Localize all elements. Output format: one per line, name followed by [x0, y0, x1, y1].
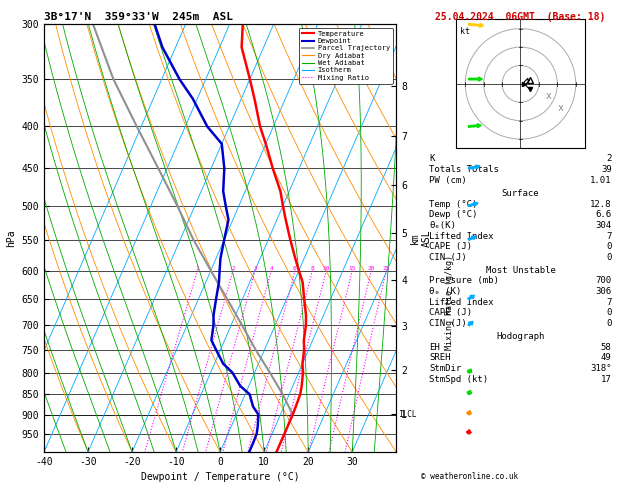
Text: CIN (J): CIN (J)	[430, 253, 467, 261]
Text: 700: 700	[596, 276, 611, 285]
Text: 306: 306	[596, 287, 611, 296]
Text: CAPE (J): CAPE (J)	[430, 308, 472, 317]
Text: 1LCL: 1LCL	[399, 410, 417, 419]
Text: EH: EH	[430, 343, 440, 351]
Text: 304: 304	[596, 221, 611, 230]
Text: Pressure (mb): Pressure (mb)	[430, 276, 499, 285]
Text: K: K	[430, 154, 435, 163]
Text: Lifted Index: Lifted Index	[430, 297, 494, 307]
Text: 25.04.2024  06GMT  (Base: 18): 25.04.2024 06GMT (Base: 18)	[435, 12, 606, 22]
Text: PW (cm): PW (cm)	[430, 176, 467, 185]
Text: 0: 0	[606, 308, 611, 317]
Text: θₑ (K): θₑ (K)	[430, 287, 462, 296]
Text: Hodograph: Hodograph	[496, 332, 545, 341]
Text: CAPE (J): CAPE (J)	[430, 242, 472, 251]
Text: 25: 25	[382, 265, 390, 271]
Text: Mixing Ratio (g/kg): Mixing Ratio (g/kg)	[445, 255, 454, 350]
Text: CIN (J): CIN (J)	[430, 319, 467, 328]
Text: 2: 2	[606, 154, 611, 163]
Text: 1: 1	[196, 265, 199, 271]
Text: 8: 8	[311, 265, 314, 271]
Text: θₑ(K): θₑ(K)	[430, 221, 456, 230]
Text: 6.6: 6.6	[596, 210, 611, 220]
Text: 318°: 318°	[590, 364, 611, 373]
Text: 6: 6	[293, 265, 297, 271]
Text: 58: 58	[601, 343, 611, 351]
Text: x: x	[545, 90, 551, 101]
Text: 3B°17'N  359°33'W  245m  ASL: 3B°17'N 359°33'W 245m ASL	[44, 12, 233, 22]
Text: 0: 0	[606, 319, 611, 328]
Text: x: x	[558, 104, 564, 113]
Text: 1.01: 1.01	[590, 176, 611, 185]
X-axis label: Dewpoint / Temperature (°C): Dewpoint / Temperature (°C)	[141, 472, 299, 483]
Legend: Temperature, Dewpoint, Parcel Trajectory, Dry Adiabat, Wet Adiabat, Isotherm, Mi: Temperature, Dewpoint, Parcel Trajectory…	[299, 28, 392, 84]
Text: 0: 0	[606, 242, 611, 251]
Text: © weatheronline.co.uk: © weatheronline.co.uk	[421, 472, 518, 481]
Text: 4: 4	[269, 265, 273, 271]
Text: 2: 2	[231, 265, 235, 271]
Y-axis label: hPa: hPa	[6, 229, 16, 247]
Text: 39: 39	[601, 165, 611, 174]
Text: Lifted Index: Lifted Index	[430, 231, 494, 241]
Text: StmSpd (kt): StmSpd (kt)	[430, 375, 489, 383]
Text: 15: 15	[348, 265, 356, 271]
Text: Surface: Surface	[502, 190, 539, 198]
Text: SREH: SREH	[430, 353, 451, 362]
Text: Temp (°C): Temp (°C)	[430, 200, 478, 209]
Text: 10: 10	[323, 265, 330, 271]
Text: 12.8: 12.8	[590, 200, 611, 209]
Text: Totals Totals: Totals Totals	[430, 165, 499, 174]
Text: 17: 17	[601, 375, 611, 383]
Text: StmDir: StmDir	[430, 364, 462, 373]
Text: Most Unstable: Most Unstable	[486, 266, 555, 275]
Text: 20: 20	[367, 265, 375, 271]
Text: Dewp (°C): Dewp (°C)	[430, 210, 478, 220]
Text: kt: kt	[460, 27, 470, 36]
Text: 3: 3	[253, 265, 257, 271]
Text: 7: 7	[606, 231, 611, 241]
Text: 49: 49	[601, 353, 611, 362]
Y-axis label: km
ASL: km ASL	[409, 229, 431, 247]
Text: 7: 7	[606, 297, 611, 307]
Text: 0: 0	[606, 253, 611, 261]
